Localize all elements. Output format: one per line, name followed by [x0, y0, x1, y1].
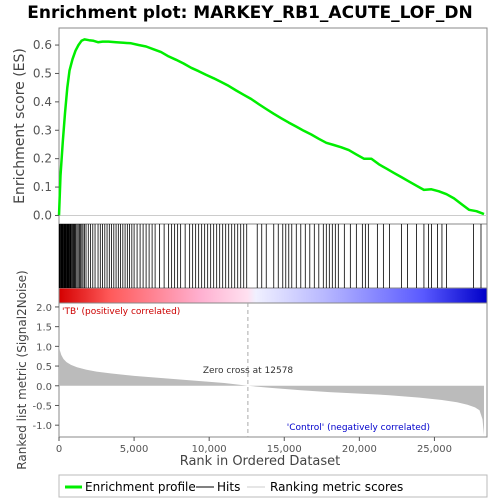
- es-y-tick-label: 0.6: [33, 38, 52, 52]
- positive-annotation: 'TB' (positively correlated): [62, 307, 180, 317]
- legend-es-label: Enrichment profile: [85, 480, 196, 494]
- hits-panel: [58, 223, 488, 289]
- metric-y-tick-label: -1.0: [32, 421, 52, 432]
- metric-y-tick-label: 1.0: [36, 342, 52, 353]
- x-tick-label: 15,000: [267, 444, 302, 455]
- chart-title: Enrichment plot: MARKEY_RB1_ACUTE_LOF_DN: [27, 3, 472, 23]
- legend-box: [58, 474, 488, 498]
- zero-cross-annotation: Zero cross at 12578: [203, 366, 294, 376]
- es-y-tick-label: 0.1: [33, 180, 52, 194]
- legend: Enrichment profile Hits Ranking metric s…: [58, 474, 488, 498]
- x-tick-label: 5,000: [120, 444, 149, 455]
- x-axis-label: Rank in Ordered Dataset: [180, 454, 341, 469]
- legend-metric-label: Ranking metric scores: [270, 480, 403, 494]
- metric-y-tick-label: 1.5: [36, 323, 52, 334]
- metric-y-axis-label: Ranked list metric (Signal2Noise): [15, 270, 29, 469]
- es-y-tick-label: 0.4: [33, 95, 52, 109]
- metric-y-tick-label: 2.0: [36, 303, 52, 314]
- x-tick-label: 25,000: [417, 444, 452, 455]
- es-y-tick-label: 0.2: [33, 152, 52, 166]
- enrichment-profile-line: [57, 38, 485, 216]
- metric-y-tick-label: 0.5: [36, 362, 52, 373]
- x-tick-label: 10,000: [192, 444, 227, 455]
- es-y-axis-label: Enrichment score (ES): [12, 48, 28, 204]
- legend-hits-label: Hits: [217, 480, 240, 494]
- es-y-tick-label: 0.0: [33, 208, 52, 222]
- x-tick-label: 0: [56, 444, 62, 455]
- metric-y-tick-label: -0.5: [32, 401, 52, 412]
- metric-panel: [58, 302, 488, 438]
- es-y-tick-label: 0.5: [33, 66, 52, 80]
- es-panel: [58, 27, 488, 225]
- ranking-metric-area: [59, 344, 484, 435]
- es-y-tick-label: 0.3: [33, 123, 52, 137]
- metric-y-tick-label: 0.0: [36, 382, 52, 393]
- negative-annotation: 'Control' (negatively correlated): [287, 423, 430, 433]
- heatmap-bar: [58, 287, 488, 304]
- x-tick-label: 20,000: [342, 444, 377, 455]
